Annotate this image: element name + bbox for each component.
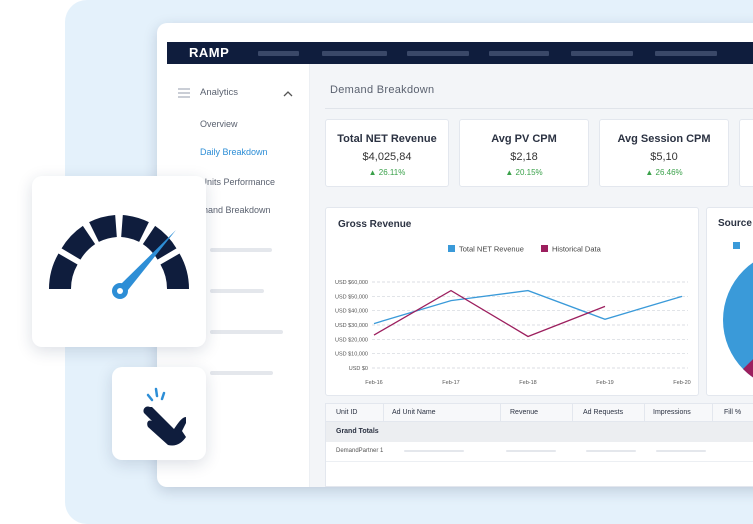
kpi-change-value: 20.15% — [515, 168, 543, 177]
chevron[interactable] — [283, 91, 293, 97]
kpi-change-value: 26.46% — [655, 168, 683, 177]
top-nav: RAMP — [167, 42, 753, 64]
x-tick-label: Feb-19 — [596, 380, 613, 386]
brand: RAMP — [189, 45, 230, 60]
placeholder — [210, 289, 264, 293]
series-line — [373, 289, 683, 325]
nav-item[interactable] — [571, 51, 633, 56]
column-divider — [500, 404, 501, 422]
nav-item[interactable] — [655, 51, 717, 56]
click-card — [112, 367, 206, 460]
nav-item[interactable] — [258, 51, 299, 56]
legend-swatch — [541, 245, 548, 252]
placeholder — [506, 450, 556, 452]
speedometer-icon — [48, 215, 190, 299]
kpi-card: Total NET Revenue $4,025,84 ▲ 26.11% — [325, 119, 449, 187]
line-chart: Gross Revenue USD $0 USD $10,000 USD $20,00… — [335, 219, 691, 386]
pie-slice — [723, 262, 753, 378]
chart-panel: Gross Revenue USD $0 USD $10,000 USD $20,00… — [325, 207, 699, 396]
placeholder — [210, 330, 283, 334]
pie-slice — [743, 359, 753, 378]
legend-swatch — [448, 245, 455, 252]
divider — [325, 108, 753, 109]
kpi-change: ▲ 26.11% — [368, 168, 406, 177]
placeholder — [656, 450, 706, 452]
legend-label: Historical Data — [552, 245, 602, 254]
kpi-label: Avg Session CPM — [617, 133, 711, 145]
page-title: Demand Breakdown — [330, 84, 435, 96]
nav-item[interactable] — [489, 51, 549, 56]
x-tick-label: Feb-17 — [442, 380, 459, 386]
y-tick-label: USD $20,000 — [335, 337, 368, 343]
x-tick-label: Feb-20 — [673, 380, 690, 386]
main: Demand Breakdown Total NET Revenue $4,02… — [310, 64, 753, 487]
data-table: Unit ID Ad Unit Name Revenue Ad Requests… — [325, 403, 753, 487]
kpi-label: Total NET Revenue — [337, 133, 437, 145]
placeholder — [210, 371, 273, 375]
kpi-card: Avg Session CPM $5,10 ▲ 26.46% — [599, 119, 729, 187]
table-row: Grand Totals — [326, 422, 753, 442]
kpi-value: $2,18 — [510, 151, 538, 163]
kpi-change: ▲ 20.15% — [505, 168, 543, 177]
sidebar-item[interactable]: Ad Units Performance — [187, 177, 276, 187]
column-divider — [712, 404, 713, 422]
dashboard-window: RAMP Analytics Overview Daily Breakdown … — [157, 23, 753, 487]
column-header[interactable]: Unit ID — [336, 409, 358, 416]
placeholder — [210, 248, 272, 252]
y-tick-label: USD $40,000 — [335, 309, 368, 315]
menu-icon[interactable] — [178, 88, 190, 98]
placeholder — [586, 450, 636, 452]
pie — [723, 262, 753, 378]
kpi-value: $5,10 — [650, 151, 678, 163]
sidebar-item[interactable]: Overview — [200, 119, 238, 129]
kpi-change: ▲ 26.46% — [645, 168, 683, 177]
sidebar-item[interactable]: Demand Breakdown — [189, 205, 271, 215]
kpi-label: Avg PV CPM — [491, 133, 557, 145]
legend-swatch — [733, 242, 740, 249]
kpi-change-value: 26.11% — [378, 168, 406, 177]
table-header: Unit ID Ad Unit Name Revenue Ad Requests… — [326, 404, 753, 422]
column-header[interactable]: Impressions — [653, 409, 691, 416]
nav-item[interactable] — [322, 51, 387, 56]
y-tick-label: USD $30,000 — [335, 323, 368, 329]
series-line — [373, 289, 606, 338]
kpi-value: $4,025,84 — [362, 151, 412, 163]
column-divider — [572, 404, 573, 422]
sidebar-section[interactable]: Analytics — [200, 87, 239, 98]
table-row: DemandPartner 1 — [326, 442, 753, 462]
x-tick-label: Feb-16 — [365, 380, 382, 386]
table-cell: DemandPartner 1 — [336, 448, 384, 454]
column-divider — [644, 404, 645, 422]
chart-title: Gross Revenue — [338, 219, 412, 230]
nav-item[interactable] — [407, 51, 469, 56]
source-panel: Source — [706, 207, 753, 396]
column-divider — [383, 404, 384, 422]
speedometer-card — [32, 176, 206, 347]
y-tick-label: USD $60,000 — [335, 280, 368, 286]
y-tick-label: USD $0 — [349, 366, 368, 372]
kpi-card — [739, 119, 753, 187]
placeholder — [404, 450, 464, 452]
column-header[interactable]: Fill % — [724, 409, 742, 416]
column-header[interactable]: Ad Requests — [583, 409, 624, 416]
x-tick-label: Feb-18 — [519, 380, 536, 386]
click-icon — [143, 387, 186, 446]
sidebar-item-active[interactable]: Daily Breakdown — [200, 147, 268, 157]
kpi-card: Avg PV CPM $2,18 ▲ 20.15% — [459, 119, 589, 187]
column-header[interactable]: Ad Unit Name — [392, 409, 436, 416]
y-tick-label: USD $50,000 — [335, 294, 368, 300]
y-tick-label: USD $10,000 — [335, 352, 368, 358]
legend-label: Total NET Revenue — [459, 245, 524, 254]
table-cell: Grand Totals — [336, 428, 379, 435]
column-header[interactable]: Revenue — [510, 409, 539, 416]
panel-title: Source — [718, 218, 752, 229]
